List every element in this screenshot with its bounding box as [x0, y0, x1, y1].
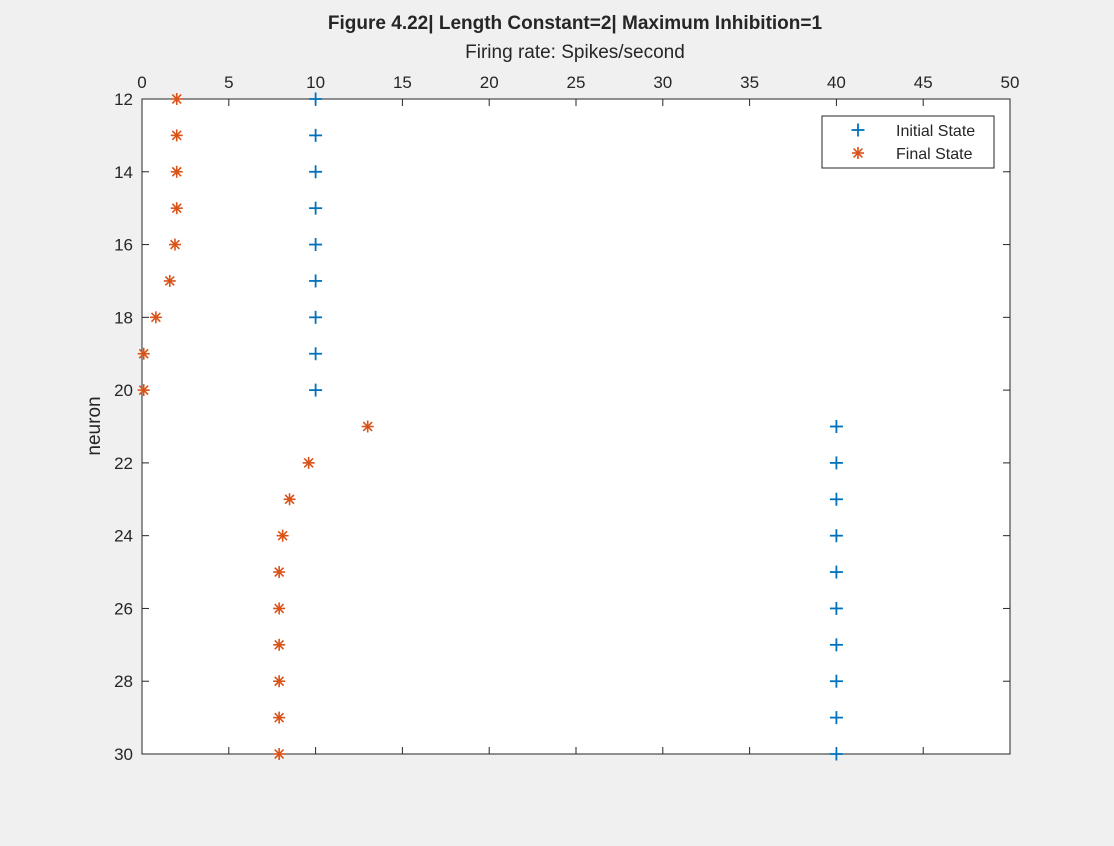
final-state-point [149, 311, 162, 324]
legend-plus-marker-icon [851, 123, 865, 137]
axis-tick-labels: 0 5 10 15 20 25 30 35 40 45 50 12 14 16 18 20 22 24 26 28 30 [114, 73, 1019, 764]
legend-label-final-state: Final State [896, 146, 973, 163]
axes-box [141, 98, 1011, 755]
initial-state-point [829, 565, 843, 579]
final-state-point [273, 748, 286, 760]
x-tick-label: 20 [480, 73, 499, 92]
y-tick-label: 28 [114, 672, 133, 691]
final-state-point [361, 420, 374, 433]
x-tick-label: 15 [393, 73, 412, 92]
x-tick-label: 50 [1001, 73, 1020, 92]
final-state-point [137, 384, 150, 397]
legend[interactable]: Initial State Final State [821, 115, 995, 169]
y-tick-label: 30 [114, 745, 133, 764]
initial-state-point [829, 638, 843, 652]
chart-title: Figure 4.22| Length Constant=2| Maximum … [328, 13, 823, 34]
initial-state-point [829, 456, 843, 470]
initial-state-point [309, 165, 323, 179]
initial-state-point [309, 238, 323, 252]
initial-state-point [829, 711, 843, 725]
final-state-point [273, 711, 286, 724]
legend-marker-initial-state [851, 123, 865, 137]
initial-state-point [309, 310, 323, 324]
final-state-point [170, 129, 183, 142]
final-state-point [168, 238, 181, 251]
x-tick-label: 40 [827, 73, 846, 92]
final-state-point [273, 675, 286, 688]
x-tick-label: 30 [653, 73, 672, 92]
final-state-point [276, 529, 289, 542]
final-state-point [170, 202, 183, 215]
y-tick-label: 24 [114, 527, 133, 546]
initial-state-point [829, 601, 843, 615]
final-state-point [170, 93, 183, 105]
data-points [137, 92, 843, 761]
x-tick-label: 35 [740, 73, 759, 92]
initial-state-point [829, 529, 843, 543]
y-tick-label: 16 [114, 236, 133, 255]
initial-state-point [829, 747, 843, 761]
initial-state-point [829, 674, 843, 688]
initial-state-point [829, 420, 843, 433]
x-tick-label: 25 [567, 73, 586, 92]
final-state-point [170, 165, 183, 178]
y-tick-label: 14 [114, 163, 133, 182]
legend-label-initial-state: Initial State [896, 123, 975, 140]
x-tick-label: 5 [224, 73, 233, 92]
final-state-point [163, 274, 176, 287]
initial-state-point [309, 128, 323, 142]
x-tick-label: 0 [137, 73, 146, 92]
legend-star-marker-icon [852, 147, 864, 159]
y-tick-label: 26 [114, 599, 133, 618]
final-state-point [273, 602, 286, 615]
y-tick-label: 22 [114, 454, 133, 473]
y-tick-label: 18 [114, 308, 133, 327]
plot-area [142, 99, 1010, 754]
legend-marker-final-state [852, 147, 864, 159]
final-state-point [273, 566, 286, 579]
final-state-point [273, 638, 286, 651]
legend-box [821, 115, 995, 169]
y-tick-label: 20 [114, 381, 133, 400]
initial-state-point [309, 383, 323, 397]
final-state-point [283, 493, 296, 506]
y-axis-title: neuron [84, 396, 105, 455]
initial-state-point [309, 274, 323, 288]
initial-state-point [309, 201, 323, 215]
x-axis-title: Firing rate: Spikes/second [465, 42, 685, 63]
final-state-point [137, 347, 150, 360]
x-tick-label: 45 [914, 73, 933, 92]
y-tick-label: 12 [114, 90, 133, 109]
initial-state-point [309, 347, 323, 361]
x-tick-label: 10 [306, 73, 325, 92]
final-state-point [302, 456, 315, 469]
initial-state-point [309, 92, 323, 106]
initial-state-point [829, 492, 843, 506]
